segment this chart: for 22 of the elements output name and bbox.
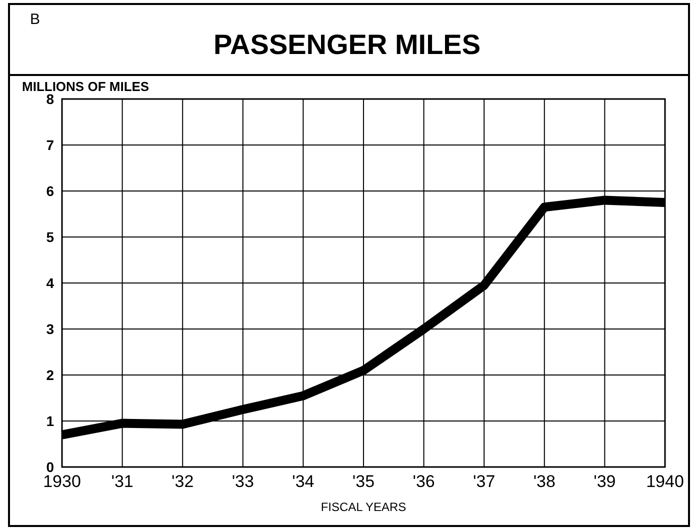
chart-title: PASSENGER MILES: [213, 29, 481, 60]
x-tick-label: 1930: [43, 472, 81, 491]
y-tick-label: 6: [46, 182, 54, 199]
x-tick-label: '35: [352, 472, 375, 491]
x-tick-label: '31: [111, 472, 134, 491]
x-axis-title: FISCAL YEARS: [320, 500, 406, 514]
text: B: [30, 11, 40, 28]
y-tick-label: 4: [46, 274, 54, 291]
y-tick-label: 1: [46, 412, 54, 429]
x-tick-label: '33: [232, 472, 254, 491]
y-tick-label: 3: [46, 320, 54, 337]
x-tick-label: '32: [172, 472, 194, 491]
y-tick-label: 5: [46, 228, 54, 245]
y-tick-label: 0: [46, 458, 54, 475]
y-tick-label: 7: [46, 136, 54, 153]
x-tick-label: 1940: [646, 472, 684, 491]
x-tick-label: '38: [533, 472, 556, 491]
x-tick-label: '39: [594, 472, 616, 491]
x-tick-label: '36: [412, 472, 435, 491]
x-tick-label: '34: [292, 472, 314, 491]
x-tick-label: '37: [473, 472, 496, 491]
y-tick-label: 2: [46, 366, 54, 383]
